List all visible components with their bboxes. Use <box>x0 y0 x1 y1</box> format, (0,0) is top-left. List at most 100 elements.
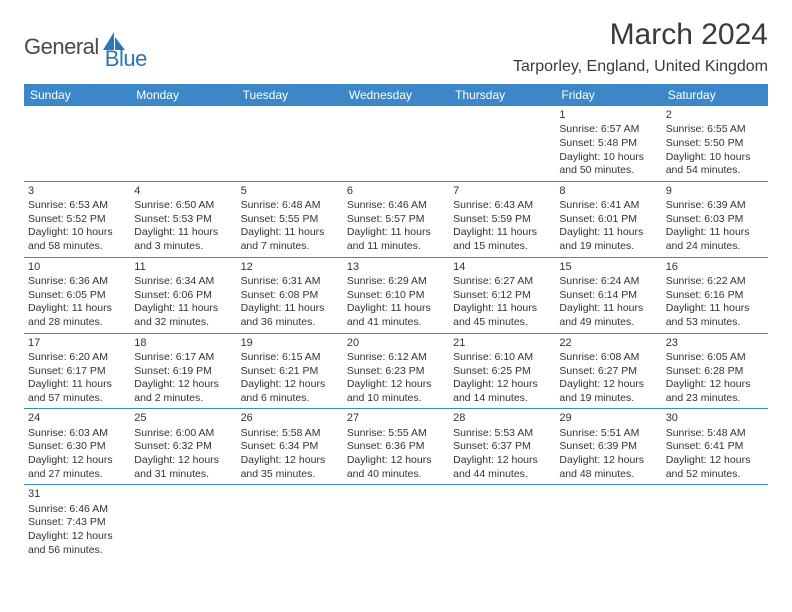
sunrise-text: Sunrise: 6:08 AM <box>559 351 657 365</box>
daylight-text: and 19 minutes. <box>559 240 657 254</box>
daylight-text: and 15 minutes. <box>453 240 551 254</box>
sunrise-text: Sunrise: 5:55 AM <box>347 427 445 441</box>
day-cell: 4Sunrise: 6:50 AMSunset: 5:53 PMDaylight… <box>130 181 236 257</box>
daylight-text: Daylight: 12 hours <box>453 454 551 468</box>
sunrise-text: Sunrise: 6:34 AM <box>134 275 232 289</box>
day-number: 23 <box>666 336 764 350</box>
daylight-text: Daylight: 11 hours <box>559 302 657 316</box>
daylight-text: and 48 minutes. <box>559 468 657 482</box>
sunrise-text: Sunrise: 6:20 AM <box>28 351 126 365</box>
day-cell: 17Sunrise: 6:20 AMSunset: 6:17 PMDayligh… <box>24 333 130 409</box>
sunrise-text: Sunrise: 6:22 AM <box>666 275 764 289</box>
sunset-text: Sunset: 6:28 PM <box>666 365 764 379</box>
sunrise-text: Sunrise: 6:39 AM <box>666 199 764 213</box>
day-number: 17 <box>28 336 126 350</box>
daylight-text: and 53 minutes. <box>666 316 764 330</box>
day-cell: 23Sunrise: 6:05 AMSunset: 6:28 PMDayligh… <box>662 333 768 409</box>
empty-cell <box>130 106 236 181</box>
day-number: 11 <box>134 260 232 274</box>
sunset-text: Sunset: 6:32 PM <box>134 440 232 454</box>
sunset-text: Sunset: 5:48 PM <box>559 137 657 151</box>
daylight-text: Daylight: 11 hours <box>28 302 126 316</box>
daylight-text: and 28 minutes. <box>28 316 126 330</box>
day-cell: 12Sunrise: 6:31 AMSunset: 6:08 PMDayligh… <box>237 257 343 333</box>
sunrise-text: Sunrise: 6:05 AM <box>666 351 764 365</box>
day-number: 12 <box>241 260 339 274</box>
empty-cell <box>130 485 236 560</box>
day-number: 7 <box>453 184 551 198</box>
daylight-text: Daylight: 11 hours <box>134 226 232 240</box>
day-cell: 8Sunrise: 6:41 AMSunset: 6:01 PMDaylight… <box>555 181 661 257</box>
day-cell: 20Sunrise: 6:12 AMSunset: 6:23 PMDayligh… <box>343 333 449 409</box>
daylight-text: Daylight: 12 hours <box>347 378 445 392</box>
sunrise-text: Sunrise: 6:31 AM <box>241 275 339 289</box>
sunrise-text: Sunrise: 6:10 AM <box>453 351 551 365</box>
sunset-text: Sunset: 5:52 PM <box>28 213 126 227</box>
day-cell: 18Sunrise: 6:17 AMSunset: 6:19 PMDayligh… <box>130 333 236 409</box>
day-number: 2 <box>666 108 764 122</box>
daylight-text: Daylight: 10 hours <box>28 226 126 240</box>
sunset-text: Sunset: 6:36 PM <box>347 440 445 454</box>
day-number: 1 <box>559 108 657 122</box>
sunset-text: Sunset: 6:16 PM <box>666 289 764 303</box>
daylight-text: Daylight: 10 hours <box>559 151 657 165</box>
daylight-text: Daylight: 11 hours <box>347 302 445 316</box>
logo-text-general: General <box>24 34 99 60</box>
day-number: 14 <box>453 260 551 274</box>
weekday-header: Wednesday <box>343 84 449 106</box>
sunset-text: Sunset: 6:06 PM <box>134 289 232 303</box>
day-cell: 27Sunrise: 5:55 AMSunset: 6:36 PMDayligh… <box>343 409 449 485</box>
daylight-text: Daylight: 12 hours <box>666 454 764 468</box>
day-number: 20 <box>347 336 445 350</box>
empty-cell <box>24 106 130 181</box>
sunrise-text: Sunrise: 6:46 AM <box>28 503 126 517</box>
calendar-body: 1 Sunrise: 6:57 AM Sunset: 5:48 PM Dayli… <box>24 106 768 560</box>
daylight-text: and 50 minutes. <box>559 164 657 178</box>
daylight-text: and 31 minutes. <box>134 468 232 482</box>
daylight-text: Daylight: 12 hours <box>241 378 339 392</box>
day-cell: 22Sunrise: 6:08 AMSunset: 6:27 PMDayligh… <box>555 333 661 409</box>
daylight-text: and 32 minutes. <box>134 316 232 330</box>
daylight-text: Daylight: 11 hours <box>241 226 339 240</box>
daylight-text: and 24 minutes. <box>666 240 764 254</box>
sunset-text: Sunset: 6:25 PM <box>453 365 551 379</box>
sunset-text: Sunset: 6:23 PM <box>347 365 445 379</box>
day-number: 5 <box>241 184 339 198</box>
daylight-text: and 49 minutes. <box>559 316 657 330</box>
day-number: 30 <box>666 411 764 425</box>
sunrise-text: Sunrise: 6:43 AM <box>453 199 551 213</box>
day-cell: 5Sunrise: 6:48 AMSunset: 5:55 PMDaylight… <box>237 181 343 257</box>
calendar-table: Sunday Monday Tuesday Wednesday Thursday… <box>24 84 768 560</box>
sunrise-text: Sunrise: 6:15 AM <box>241 351 339 365</box>
sunset-text: Sunset: 6:12 PM <box>453 289 551 303</box>
daylight-text: and 52 minutes. <box>666 468 764 482</box>
sunrise-text: Sunrise: 6:46 AM <box>347 199 445 213</box>
day-cell: 31Sunrise: 6:46 AMSunset: 7:43 PMDayligh… <box>24 485 130 560</box>
sunset-text: Sunset: 5:50 PM <box>666 137 764 151</box>
sunset-text: Sunset: 5:59 PM <box>453 213 551 227</box>
sunrise-text: Sunrise: 6:55 AM <box>666 123 764 137</box>
day-number: 13 <box>347 260 445 274</box>
day-number: 4 <box>134 184 232 198</box>
sunset-text: Sunset: 6:39 PM <box>559 440 657 454</box>
empty-cell <box>343 106 449 181</box>
sunset-text: Sunset: 6:30 PM <box>28 440 126 454</box>
day-cell: 24Sunrise: 6:03 AMSunset: 6:30 PMDayligh… <box>24 409 130 485</box>
daylight-text: Daylight: 11 hours <box>347 226 445 240</box>
sunrise-text: Sunrise: 6:41 AM <box>559 199 657 213</box>
daylight-text: Daylight: 11 hours <box>666 302 764 316</box>
month-title: March 2024 <box>513 18 768 52</box>
day-cell: 16Sunrise: 6:22 AMSunset: 6:16 PMDayligh… <box>662 257 768 333</box>
day-number: 9 <box>666 184 764 198</box>
daylight-text: Daylight: 12 hours <box>28 454 126 468</box>
day-cell: 21Sunrise: 6:10 AMSunset: 6:25 PMDayligh… <box>449 333 555 409</box>
location: Tarporley, England, United Kingdom <box>513 58 768 76</box>
sunset-text: Sunset: 6:14 PM <box>559 289 657 303</box>
day-number: 19 <box>241 336 339 350</box>
daylight-text: Daylight: 12 hours <box>453 378 551 392</box>
empty-cell <box>449 106 555 181</box>
sunset-text: Sunset: 6:10 PM <box>347 289 445 303</box>
daylight-text: and 27 minutes. <box>28 468 126 482</box>
sunrise-text: Sunrise: 6:27 AM <box>453 275 551 289</box>
daylight-text: and 41 minutes. <box>347 316 445 330</box>
